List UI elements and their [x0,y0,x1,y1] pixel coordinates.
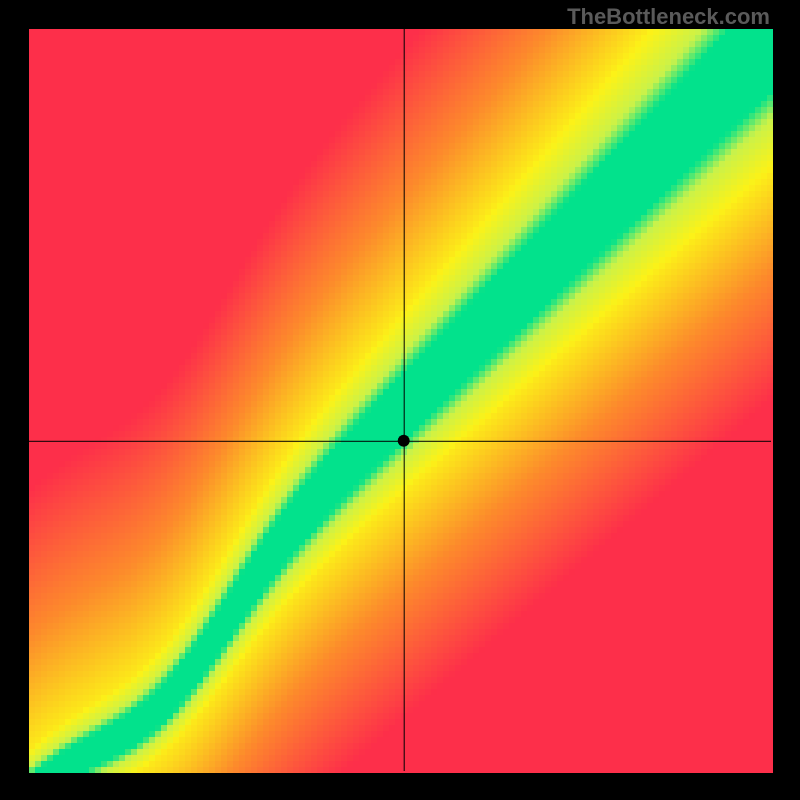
chart-container: TheBottleneck.com [0,0,800,800]
watermark-text: TheBottleneck.com [567,4,770,30]
bottleneck-heatmap [0,0,800,800]
